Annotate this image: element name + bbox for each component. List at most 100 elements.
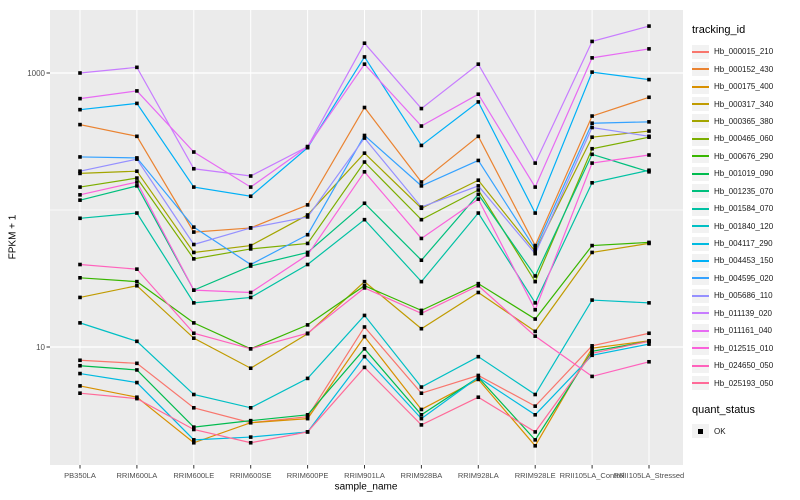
data-point	[362, 325, 367, 329]
data-point	[192, 257, 196, 261]
data-point	[192, 230, 196, 234]
data-point	[362, 170, 367, 174]
legend-item-Hb_001019_090: Hb_001019_090	[692, 165, 798, 182]
data-point	[590, 114, 594, 118]
data-point	[476, 283, 481, 288]
data-point	[476, 192, 481, 197]
data-point	[78, 391, 82, 396]
data-point	[419, 311, 424, 316]
data-point	[305, 250, 310, 255]
data-point	[135, 267, 139, 271]
legend-key-swatch	[692, 323, 709, 338]
data-point	[78, 295, 82, 300]
data-point	[419, 184, 424, 188]
data-point	[647, 129, 651, 133]
x-tick-label-PB350LA: PB350LA	[64, 471, 96, 480]
data-point	[362, 136, 367, 140]
x-tick-label-RRIM901LA: RRIM901LA	[344, 471, 385, 480]
legend-item-Hb_004453_150: Hb_004453_150	[692, 252, 798, 269]
data-point	[647, 95, 651, 100]
data-point	[476, 188, 481, 192]
data-point	[78, 185, 82, 189]
data-point	[248, 247, 253, 251]
data-point	[476, 375, 481, 380]
legend-item-Hb_001840_120: Hb_001840_120	[692, 217, 798, 234]
data-point	[135, 157, 139, 161]
data-point	[78, 193, 82, 197]
data-point	[533, 404, 537, 408]
x-tick-label-RRIM600LE: RRIM600LE	[173, 471, 215, 480]
legend-item-label: Hb_001019_090	[714, 169, 774, 179]
legend-item-ok: OK	[692, 423, 798, 440]
data-point	[78, 275, 82, 280]
data-point	[533, 301, 537, 305]
x-tick-label-RRIM928LA: RRIM928LA	[457, 471, 499, 480]
data-point	[305, 416, 310, 421]
data-point	[419, 236, 424, 241]
data-point	[419, 407, 424, 412]
legend-key-swatch	[692, 341, 709, 356]
series-color-line-icon	[692, 312, 709, 315]
legend-key-swatch	[692, 184, 709, 199]
y-tick-label: 10	[36, 342, 45, 352]
data-point	[305, 253, 310, 257]
data-point	[590, 298, 594, 302]
legend-item-label: Hb_000015_210	[714, 47, 774, 57]
data-point	[533, 317, 537, 321]
data-point	[135, 101, 139, 106]
legend-item-label: Hb_004595_020	[714, 273, 774, 283]
x-tick-label-RRIM928BA: RRIM928BA	[400, 471, 443, 480]
data-point	[476, 134, 481, 139]
x-tick-label-RRII105LA_Stressed: RRII105LA_Stressed	[613, 471, 685, 480]
x-tick-label-RRIM928LE: RRIM928LE	[514, 471, 556, 480]
data-point	[192, 321, 196, 325]
series-color-line-icon	[692, 294, 709, 297]
data-point	[476, 197, 481, 201]
data-point	[590, 180, 594, 185]
data-point	[590, 121, 594, 126]
data-point	[419, 326, 424, 331]
series-color-line-icon	[692, 364, 709, 367]
data-point	[647, 339, 651, 344]
data-point	[476, 92, 481, 97]
data-point	[192, 166, 196, 171]
data-point	[248, 243, 253, 248]
data-point	[135, 396, 139, 401]
data-point	[192, 336, 196, 340]
data-point	[419, 416, 424, 421]
legend-title: tracking_id	[692, 24, 746, 36]
panel-background	[50, 10, 683, 465]
data-point	[78, 358, 82, 363]
legend-item-label: Hb_000465_060	[714, 134, 774, 144]
data-point	[192, 331, 196, 336]
data-point	[476, 62, 481, 66]
data-point	[305, 331, 310, 336]
data-point	[590, 146, 594, 151]
legend-item-label: Hb_001235_070	[714, 186, 774, 196]
data-point	[647, 120, 651, 124]
data-point	[248, 440, 253, 445]
data-point	[533, 274, 537, 278]
legend-item-Hb_001584_070: Hb_001584_070	[692, 200, 798, 217]
data-point	[362, 41, 367, 46]
data-point	[248, 185, 253, 189]
data-point	[248, 174, 253, 178]
series-color-line-icon	[692, 68, 709, 71]
legend-key-swatch	[692, 97, 709, 112]
data-point	[476, 184, 481, 188]
data-point	[192, 425, 196, 429]
series-color-line-icon	[692, 207, 709, 210]
data-point	[647, 168, 651, 173]
data-point	[135, 134, 139, 139]
data-point	[305, 323, 310, 327]
data-point	[362, 283, 367, 288]
data-point	[476, 395, 481, 400]
legend-item-label: Hb_005686_110	[714, 291, 773, 301]
data-point	[362, 279, 367, 284]
legend-key-swatch	[692, 271, 709, 286]
legend-item-label: Hb_000317_340	[714, 99, 774, 109]
data-point	[362, 334, 367, 339]
data-point	[135, 180, 139, 184]
series-color-line-icon	[692, 347, 709, 350]
